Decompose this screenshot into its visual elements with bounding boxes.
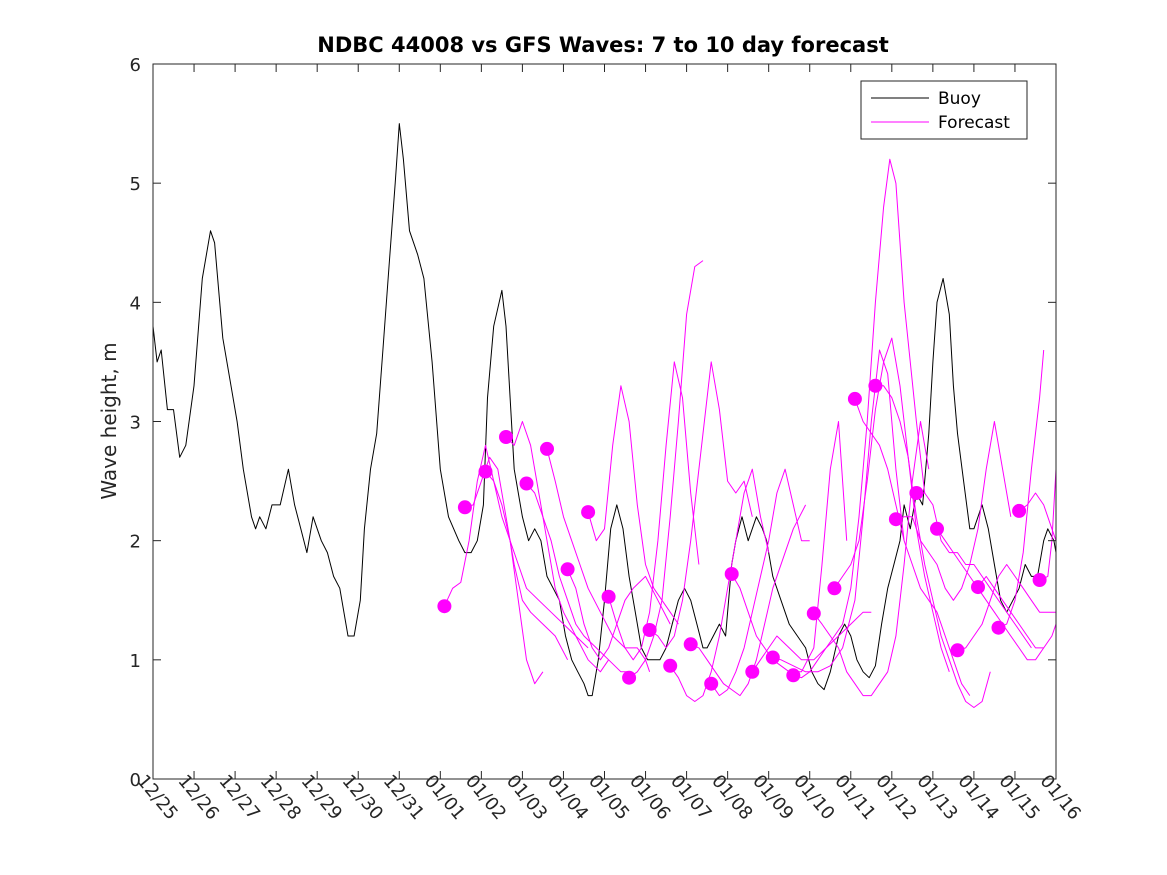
forecast-marker-18 [786, 668, 801, 683]
forecast-series-line-6 [546, 448, 651, 672]
y-tick-label: 5 [130, 174, 141, 195]
forecast-series-line-8 [587, 385, 679, 625]
forecast-series-line-25 [936, 528, 1045, 661]
y-tick-label: 2 [130, 532, 141, 553]
forecast-marker-8 [581, 505, 596, 520]
forecast-series-line-18 [793, 158, 926, 679]
y-axis-label: Wave height, m [97, 342, 121, 499]
chart-title: NDBC 44008 vs GFS Waves: 7 to 10 day for… [317, 33, 888, 57]
forecast-marker-11 [642, 623, 657, 637]
forecast-marker-15 [724, 567, 739, 581]
forecast-series-line-26 [957, 564, 1056, 651]
forecast-series-line-12 [669, 468, 770, 702]
forecast-series-line-9 [608, 361, 700, 661]
forecast-marker-23 [888, 512, 903, 527]
forecast-marker-25 [930, 521, 944, 536]
forecast-marker-4 [499, 430, 513, 444]
forecast-series-line-7 [567, 569, 671, 661]
forecast-marker-5 [519, 476, 534, 491]
forecast-series-line-11 [649, 361, 753, 649]
legend-forecast-label: Forecast [938, 113, 1010, 133]
forecast-marker-1 [437, 599, 452, 614]
forecast-marker-6 [540, 441, 554, 456]
legend: Buoy Forecast [860, 80, 1028, 140]
forecast-marker-24 [909, 486, 924, 500]
forecast-series-line-22 [875, 385, 991, 708]
series-layer [153, 123, 1056, 708]
forecast-marker-19 [806, 606, 821, 621]
forecast-series-line-10 [628, 260, 704, 679]
forecast-series-line-24 [916, 492, 1032, 649]
forecast-marker-20 [827, 581, 842, 596]
forecast-marker-7 [560, 562, 575, 577]
forecast-marker-21 [847, 391, 862, 406]
forecast-series-line-23 [895, 421, 1012, 601]
forecast-series-line-17 [772, 349, 905, 673]
plot-area [152, 63, 1057, 780]
y-tick-label: 4 [130, 293, 141, 314]
y-axis: 0 1 2 3 4 5 6 [130, 55, 1056, 791]
forecast-marker-17 [765, 650, 780, 665]
forecast-series-line-27 [977, 575, 1056, 649]
forecast-series-line-21 [854, 398, 971, 696]
forecast-series-line-13 [690, 504, 807, 697]
y-tick-label: 1 [130, 651, 141, 672]
forecast-series-line-16 [751, 611, 872, 673]
forecast-marker-16 [745, 664, 760, 679]
y-tick-label: 3 [130, 413, 141, 434]
forecast-marker-30 [1032, 573, 1047, 587]
forecast-marker-14 [704, 676, 719, 691]
forecast-marker-22 [868, 378, 883, 393]
forecast-marker-13 [683, 637, 698, 652]
forecast-series-line-5 [526, 483, 630, 673]
forecast-series-line-14 [710, 468, 810, 697]
forecast-marker-27 [971, 580, 985, 595]
forecast-series-line-20 [833, 337, 950, 672]
y-tick-label: 0 [130, 770, 141, 791]
legend-buoy-label: Buoy [938, 89, 981, 109]
forecast-marker-26 [950, 643, 965, 658]
forecast-marker-28 [991, 620, 1006, 635]
forecast-marker-9 [601, 589, 616, 604]
y-tick-label: 6 [130, 55, 141, 76]
forecast-series-line-28 [998, 349, 1045, 629]
forecast-series-line-4 [505, 421, 610, 673]
axes-background [153, 64, 1056, 779]
forecast-marker-2 [457, 500, 472, 515]
forecast-series-line-19 [813, 421, 930, 697]
forecast-marker-12 [663, 658, 678, 673]
forecast-marker-layer [437, 378, 1047, 691]
forecast-series-line-3 [485, 471, 589, 649]
forecast-marker-10 [622, 670, 637, 685]
forecast-marker-3 [478, 464, 493, 479]
forecast-marker-29 [1012, 503, 1027, 518]
legend-box [860, 80, 1028, 140]
